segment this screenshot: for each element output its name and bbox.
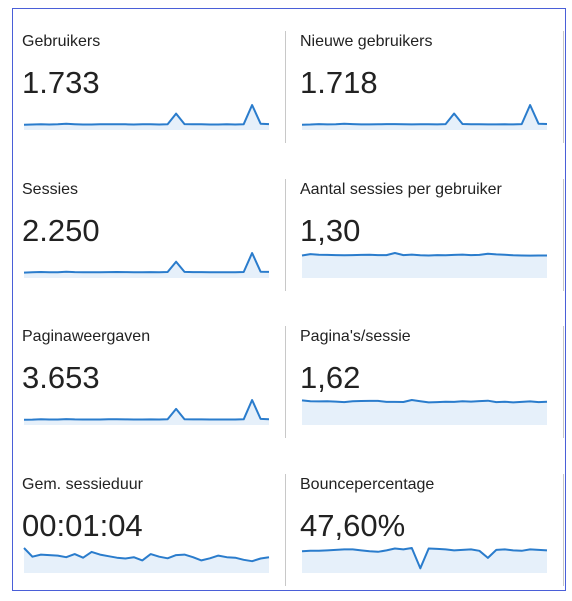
metric-label: Gem. sessieduur: [22, 476, 143, 493]
metric-label: Paginaweergaven: [22, 328, 151, 345]
metric-value: 1.718: [300, 65, 378, 100]
sparkline-area: [24, 253, 269, 278]
sparkline-area: [302, 253, 547, 278]
sparkline-area: [24, 400, 269, 425]
metrics-panel: Gebruikers 1.733 Nieuwe gebruikers 1.718 Ses…: [12, 8, 566, 591]
tile-separator: [285, 31, 286, 143]
sparkline-line: [301, 547, 548, 570]
sparkline-line: [23, 399, 270, 421]
sparkline: [23, 252, 270, 278]
metric-value: 00:01:04: [22, 508, 143, 543]
metric-label: Aantal sessies per gebruiker: [300, 181, 502, 198]
metric-value: 3.653: [22, 360, 100, 395]
sparkline: [301, 252, 547, 278]
metric-tile: Nieuwe gebruikers 1.718: [300, 18, 562, 158]
metric-tile: Paginaweergaven 3.653: [22, 313, 284, 453]
sparkline-line: [23, 547, 270, 563]
sparkline-area: [302, 400, 547, 425]
sparkline-line: [23, 252, 270, 274]
tile-separator: [285, 326, 286, 438]
metric-tile: Bouncepercentage 47,60%: [300, 461, 562, 601]
sparkline: [23, 104, 270, 130]
metric-label: Bouncepercentage: [300, 476, 435, 493]
metric-tile: Aantal sessies per gebruiker 1,30: [300, 166, 562, 306]
metric-tile: Gebruikers 1.733: [22, 18, 284, 158]
sparkline: [301, 399, 548, 425]
sparkline: [301, 547, 548, 573]
metric-label: Gebruikers: [22, 33, 101, 50]
metric-label: Nieuwe gebruikers: [300, 33, 433, 50]
metric-value: 2.250: [22, 213, 100, 248]
metric-label: Sessies: [22, 181, 79, 198]
sparkline-line: [23, 104, 270, 126]
sparkline-line: [301, 399, 548, 404]
sparkline: [23, 399, 270, 425]
tile-separator: [563, 31, 564, 143]
metric-label: Pagina's/sessie: [300, 328, 411, 345]
sparkline: [23, 547, 270, 573]
sparkline-area: [24, 548, 269, 573]
sparkline-area: [302, 105, 547, 130]
metric-tile: Gem. sessieduur 00:01:04: [22, 461, 284, 601]
metric-value: 1,30: [300, 213, 361, 248]
tile-separator: [563, 326, 564, 438]
tile-separator: [563, 179, 564, 291]
sparkline-line: [301, 104, 548, 126]
tile-separator: [285, 179, 286, 291]
metric-value: 47,60%: [300, 508, 406, 543]
metric-value: 1,62: [300, 360, 361, 395]
tile-separator: [285, 474, 286, 586]
metric-tile: Pagina's/sessie 1,62: [300, 313, 562, 453]
sparkline: [301, 104, 548, 130]
metric-tile: Sessies 2.250: [22, 166, 284, 306]
sparkline-line: [301, 252, 547, 257]
sparkline-area: [24, 105, 269, 130]
tile-separator: [563, 474, 564, 586]
metric-value: 1.733: [22, 65, 100, 100]
